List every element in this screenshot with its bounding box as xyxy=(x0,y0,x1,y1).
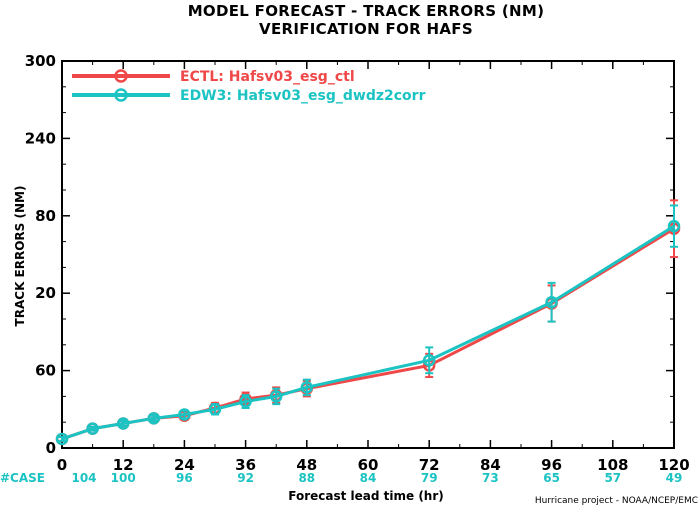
y-axis-ticks: 0 60 20 80 240 300 xyxy=(25,52,674,457)
series-2 xyxy=(55,204,681,446)
case-count-label: 73 xyxy=(482,471,499,485)
data-point xyxy=(55,432,69,446)
data-point xyxy=(178,408,191,421)
series-1 xyxy=(55,199,681,446)
credit-label: Hurricane project - NOAA/NCEP/EMC xyxy=(535,496,698,506)
x-tick-label: 36 xyxy=(235,456,256,474)
series-line xyxy=(61,227,675,441)
data-point xyxy=(239,395,252,408)
x-tick-label: 108 xyxy=(597,456,628,474)
case-count-label: 88 xyxy=(298,471,315,485)
y-tick-label: 20 xyxy=(35,284,56,302)
legend-marker xyxy=(114,69,128,83)
case-count-label: 100 xyxy=(111,471,136,485)
chart-subtitle: VERIFICATION FOR HAFS xyxy=(259,20,473,38)
case-count-label: 96 xyxy=(176,471,193,485)
data-point xyxy=(147,412,161,425)
data-point xyxy=(208,403,222,416)
legend-marker xyxy=(114,88,128,102)
case-counts: 104 100 96 92 88 84 79 73 65 57 49 xyxy=(71,471,682,485)
x-axis-title: Forecast lead time (hr) xyxy=(288,489,444,503)
legend-label: EDW3: Hafsv03_esg_dwdz2corr xyxy=(180,88,426,104)
data-point xyxy=(86,422,99,435)
series-line xyxy=(61,224,675,441)
y-tick-label: 300 xyxy=(25,52,56,70)
y-tick-label: 240 xyxy=(25,129,56,147)
x-tick-label: 96 xyxy=(541,456,562,474)
y-tick-label: 80 xyxy=(35,207,56,225)
legend-label: ECTL: Hafsv03_esg_ctl xyxy=(180,69,355,85)
series-layer xyxy=(55,199,681,446)
x-tick-label: 84 xyxy=(480,456,501,474)
x-tick-label: 12 xyxy=(113,456,134,474)
case-count-label: 84 xyxy=(360,471,377,485)
data-point xyxy=(269,390,283,403)
x-tick-label: 48 xyxy=(296,456,317,474)
case-count-label: 57 xyxy=(604,471,621,485)
x-axis-ticks: 0 12 24 36 48 60 72 84 96 108 120 xyxy=(57,61,690,474)
x-tick-label: 72 xyxy=(419,456,440,474)
x-tick-label: 60 xyxy=(358,456,379,474)
case-count-label: 104 xyxy=(71,471,96,485)
case-count-label: 79 xyxy=(421,471,438,485)
case-prefix-label: #CASE xyxy=(0,471,45,485)
y-tick-label: 0 xyxy=(46,439,56,457)
x-tick-label: 120 xyxy=(658,456,689,474)
plot-border xyxy=(61,60,675,449)
case-count-label: 49 xyxy=(666,471,683,485)
x-tick-label: 0 xyxy=(57,456,67,474)
x-tick-label: 24 xyxy=(174,456,195,474)
data-point xyxy=(116,417,130,430)
case-count-label: 92 xyxy=(237,471,254,485)
data-point xyxy=(545,295,558,309)
y-axis-title: TRACK ERRORS (NM) xyxy=(13,186,27,327)
legend: ECTL: Hafsv03_esg_ctl EDW3: Hafsv03_esg_d… xyxy=(72,69,426,104)
plot-frame xyxy=(61,60,675,449)
chart-title: MODEL FORECAST - TRACK ERRORS (NM) xyxy=(188,2,545,20)
case-count-label: 65 xyxy=(543,471,560,485)
data-point xyxy=(300,381,314,394)
y-tick-label: 60 xyxy=(35,362,56,380)
data-point xyxy=(422,354,436,367)
data-point xyxy=(667,219,681,233)
